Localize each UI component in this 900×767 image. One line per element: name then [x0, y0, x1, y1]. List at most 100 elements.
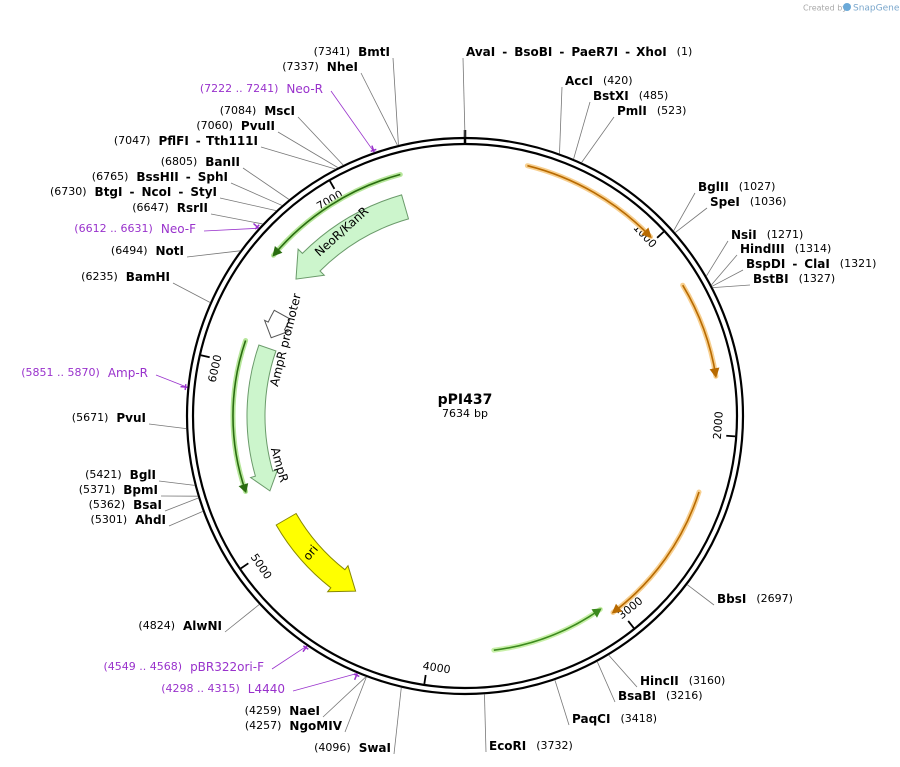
primer-label: (4298 .. 4315) L4440	[161, 682, 285, 696]
site-position: (6235)	[81, 270, 118, 283]
site-position: (7337)	[282, 60, 319, 73]
brand: SnapGene	[853, 4, 900, 14]
site-position: (1027)	[739, 180, 776, 193]
site-label: (6730) BtgI - NcoI - StyI	[50, 185, 217, 199]
leader-line	[554, 679, 570, 726]
site-label: (5371) BpmI	[79, 483, 158, 497]
primer-name: Amp-R	[108, 366, 148, 380]
site-position: (7341)	[314, 45, 351, 58]
primer-position: (4549 .. 4568)	[104, 660, 183, 673]
separator: -	[178, 185, 183, 199]
enzyme-name: SwaI	[359, 741, 391, 755]
tick-mark	[200, 354, 210, 359]
tick-mark	[329, 180, 336, 190]
primer-label: (4549 .. 4568) pBR322ori-F	[104, 660, 265, 674]
enzyme-name: BamHI	[126, 270, 170, 284]
tick-mark	[423, 674, 427, 685]
site-label: EcoRI (3732)	[489, 739, 573, 753]
enzyme-name: RsrII	[177, 201, 208, 215]
site-position: (3216)	[666, 689, 703, 702]
leader-line	[393, 687, 402, 755]
primer-position: (5851 .. 5870)	[21, 366, 100, 379]
site-position: (1327)	[799, 272, 836, 285]
site-label: (4259) NaeI	[245, 704, 320, 718]
site-label: (4824) AlwNI	[138, 619, 222, 633]
site-label: BstBI (1327)	[753, 272, 835, 286]
neo-arrow	[295, 194, 410, 280]
primer-name: L4440	[248, 682, 285, 696]
enzyme-name: AlwNI	[183, 619, 222, 633]
leader-line	[297, 116, 344, 166]
site-position: (3160)	[689, 674, 726, 687]
tick-mark	[726, 434, 736, 438]
site-label: NsiI (1271)	[731, 228, 803, 242]
leader-line	[230, 182, 283, 206]
site-position: (1314)	[795, 242, 832, 255]
primer-name: pBR322ori-F	[190, 660, 264, 674]
site-position: (1321)	[840, 257, 877, 270]
leader-line	[673, 192, 696, 231]
logo	[843, 3, 851, 11]
orf-head	[611, 603, 623, 614]
enzyme-name: PaqCI	[572, 712, 610, 726]
primer-line	[155, 374, 188, 388]
separator: -	[625, 45, 630, 59]
length: 7634	[442, 407, 470, 420]
leader-line	[164, 497, 199, 512]
site-label: (7084) MscI	[220, 104, 295, 118]
site-position: (4259)	[245, 704, 282, 717]
leader-line	[322, 676, 367, 718]
site-position: (1036)	[750, 195, 787, 208]
enzyme-name: AccI	[565, 74, 593, 88]
site-label: (4257) NgoMIV	[245, 719, 343, 733]
site-label: (7341) BmtI	[314, 45, 390, 59]
feature-label: AmpR promoter	[267, 292, 304, 388]
primer-mark	[353, 673, 360, 681]
plasmid-length: 7634 bp	[442, 407, 488, 420]
leader-line	[219, 197, 277, 212]
orf-line	[272, 173, 401, 256]
site-label: (5362) BsaI	[89, 498, 162, 512]
site-label: AvaI - BsoBI - PaeR7I - XhoI (1)	[466, 45, 692, 59]
separator: -	[129, 185, 134, 199]
leader-line	[260, 146, 336, 170]
enzyme-name: BsaI	[133, 498, 162, 512]
enzyme-name: MscI	[264, 104, 295, 118]
leader-line	[392, 57, 399, 146]
tick-label: 4000	[422, 659, 452, 676]
primer-label: (5851 .. 5870) Amp-R	[21, 366, 148, 380]
leader-line	[148, 423, 187, 430]
site-position: (523)	[657, 104, 687, 117]
primer-name: Neo-R	[286, 82, 323, 96]
orf-glow	[491, 606, 603, 653]
enzyme-name: BanII	[205, 155, 240, 169]
enzyme-name: NheI	[327, 60, 358, 74]
leader-line	[242, 167, 290, 200]
leader-line	[344, 676, 367, 733]
tick-label: 2000	[711, 411, 726, 440]
leader-line	[596, 661, 616, 703]
site-label: (6647) RsrII	[132, 201, 208, 215]
site-label: (5671) PvuI	[72, 411, 146, 425]
site-position: (6805)	[161, 155, 198, 168]
leader-line	[172, 282, 211, 303]
site-label: (7060) PvuII	[196, 119, 275, 133]
enzyme-name: SphI	[198, 170, 228, 184]
enzyme-name: NgoMIV	[289, 719, 342, 733]
enzyme-name: NaeI	[289, 704, 320, 718]
primer-position: (6612 .. 6631)	[74, 222, 153, 235]
primer-position: (4298 .. 4315)	[161, 682, 240, 695]
leader-line	[186, 250, 241, 258]
primer-name: Neo-F	[161, 222, 196, 236]
site-position: (5301)	[91, 513, 128, 526]
plasmid-name: pPI437	[438, 392, 493, 408]
primer-label: (6612 .. 6631) Neo-F	[74, 222, 196, 236]
site-position: (5421)	[85, 468, 122, 481]
enzyme-name: HincII	[640, 674, 679, 688]
enzyme-name: PvuII	[241, 119, 275, 133]
site-label: (7337) NheI	[282, 60, 358, 74]
promoter-arrow	[263, 309, 291, 339]
primer-mark	[252, 222, 260, 230]
site-position: (4096)	[314, 741, 351, 754]
separator: -	[186, 170, 191, 184]
